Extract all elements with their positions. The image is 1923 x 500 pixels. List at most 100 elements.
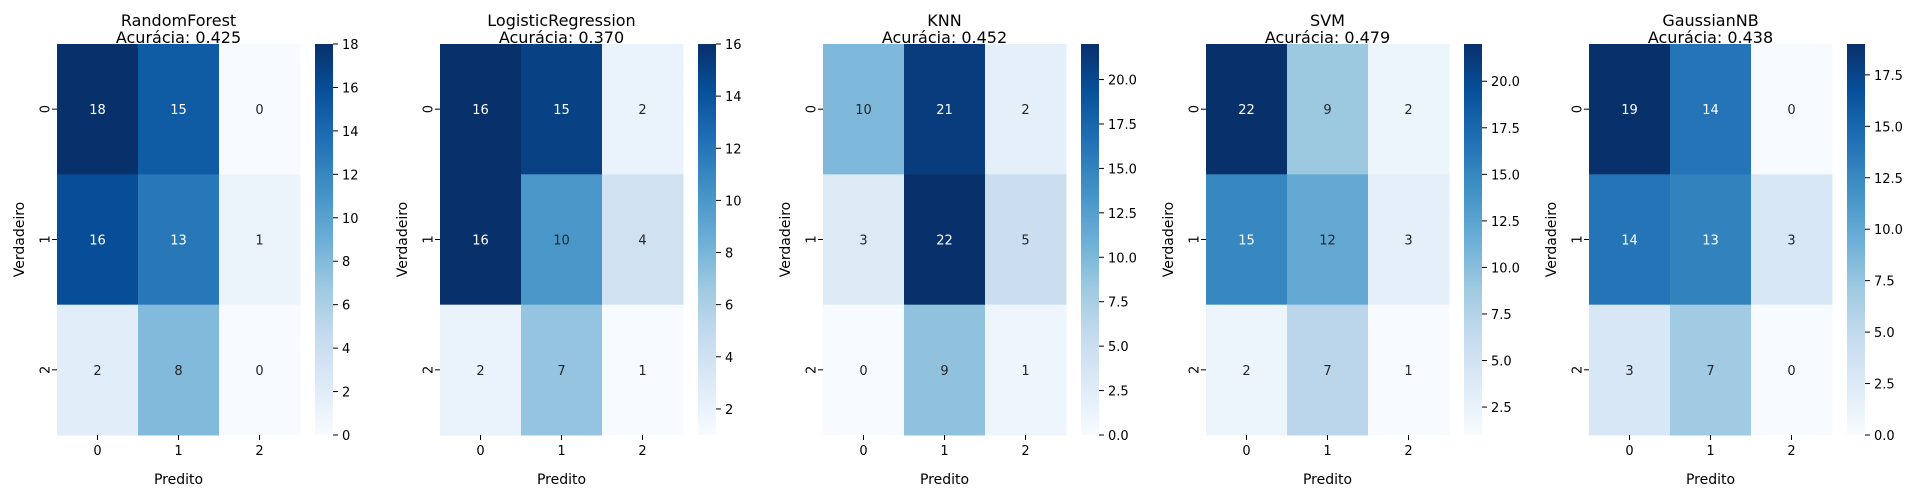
cell-value-label: 1 bbox=[638, 364, 646, 379]
cell-value-label: 1 bbox=[1021, 364, 1029, 379]
y-tick-label: 2 bbox=[805, 366, 820, 374]
heatmap-cell bbox=[57, 44, 139, 175]
colorbar-tick-label: 5.0 bbox=[1108, 340, 1129, 355]
heatmap-cell bbox=[823, 304, 905, 436]
colorbar-tick-label: 12.5 bbox=[1491, 215, 1520, 230]
x-tick-label: 1 bbox=[1323, 444, 1331, 459]
cell-value-label: 16 bbox=[472, 234, 489, 249]
x-tick-label: 1 bbox=[1706, 444, 1714, 459]
colorbar-tick-label: 10 bbox=[725, 194, 742, 209]
x-axis-label: Predito bbox=[537, 472, 586, 488]
heatmap-cell bbox=[1751, 44, 1833, 175]
cell-value-label: 22 bbox=[936, 234, 953, 249]
cell-value-label: 1 bbox=[255, 234, 263, 249]
x-tick-label: 0 bbox=[93, 444, 101, 459]
cell-value-label: 4 bbox=[638, 234, 646, 249]
heatmap-cell bbox=[138, 44, 220, 175]
heatmap-cell bbox=[904, 174, 986, 306]
cell-value-label: 9 bbox=[940, 364, 948, 379]
x-tick-label: 1 bbox=[940, 444, 948, 459]
heatmap-cell bbox=[1287, 174, 1369, 306]
panel-subtitle: Acurácia: 0.479 bbox=[1265, 28, 1390, 47]
panel-subtitle: Acurácia: 0.370 bbox=[499, 28, 624, 47]
y-tick-label: 1 bbox=[39, 235, 54, 243]
panel-subtitle: Acurácia: 0.438 bbox=[1648, 28, 1773, 47]
colorbar-tick-label: 10.0 bbox=[1108, 251, 1137, 266]
cell-value-label: 16 bbox=[89, 234, 106, 249]
y-axis-label: Verdadeiro bbox=[1544, 202, 1560, 277]
heatmap-cell bbox=[1287, 304, 1369, 436]
heatmap-cell bbox=[1368, 174, 1450, 306]
heatmap-cell bbox=[521, 174, 603, 306]
colorbar-tick-label: 5.0 bbox=[1491, 355, 1512, 370]
cell-value-label: 10 bbox=[553, 234, 570, 249]
cell-value-label: 7 bbox=[557, 364, 565, 379]
y-tick-label: 0 bbox=[39, 105, 54, 113]
colorbar bbox=[1081, 44, 1099, 435]
heatmap-cell bbox=[219, 304, 301, 436]
cell-value-label: 9 bbox=[1323, 103, 1331, 118]
colorbar-tick-label: 14 bbox=[342, 125, 359, 140]
cell-value-label: 2 bbox=[1404, 103, 1412, 118]
colorbar-tick-label: 12.5 bbox=[1874, 172, 1903, 187]
colorbar-tick-label: 15.0 bbox=[1874, 120, 1903, 135]
heatmap-cell bbox=[1589, 44, 1671, 175]
y-tick-label: 0 bbox=[1188, 105, 1203, 113]
y-tick-label: 2 bbox=[1188, 366, 1203, 374]
x-tick-label: 0 bbox=[1242, 444, 1250, 459]
y-tick-label: 1 bbox=[1571, 235, 1586, 243]
cell-value-label: 13 bbox=[170, 234, 187, 249]
heatmap-cell bbox=[602, 44, 684, 175]
cell-value-label: 2 bbox=[476, 364, 484, 379]
heatmap-cell bbox=[521, 304, 603, 436]
colorbar-tick-label: 17.5 bbox=[1108, 118, 1137, 133]
x-tick-label: 0 bbox=[859, 444, 867, 459]
cell-value-label: 16 bbox=[472, 103, 489, 118]
cell-value-label: 3 bbox=[1787, 234, 1795, 249]
cell-value-label: 10 bbox=[855, 103, 872, 118]
heatmap-cell bbox=[985, 174, 1067, 306]
y-tick-label: 1 bbox=[1188, 235, 1203, 243]
x-tick-label: 0 bbox=[1625, 444, 1633, 459]
heatmap-cell bbox=[440, 174, 522, 306]
x-axis-label: Predito bbox=[1686, 472, 1735, 488]
y-tick-label: 0 bbox=[805, 105, 820, 113]
colorbar-tick-label: 12 bbox=[725, 142, 742, 157]
colorbar-tick-label: 10.0 bbox=[1491, 261, 1520, 276]
colorbar-tick-label: 15.0 bbox=[1491, 168, 1520, 183]
cell-value-label: 1 bbox=[1404, 364, 1412, 379]
heatmap-cell bbox=[219, 174, 301, 306]
cell-value-label: 18 bbox=[89, 103, 106, 118]
y-tick-label: 2 bbox=[39, 366, 54, 374]
cell-value-label: 8 bbox=[174, 364, 182, 379]
colorbar-tick-label: 18 bbox=[342, 38, 359, 53]
heatmap-cell bbox=[985, 304, 1067, 436]
cell-value-label: 0 bbox=[1787, 103, 1795, 118]
colorbar-tick-label: 16 bbox=[725, 38, 742, 53]
y-tick-label: 0 bbox=[1571, 105, 1586, 113]
heatmap-cell bbox=[1589, 174, 1671, 306]
cell-value-label: 2 bbox=[1021, 103, 1029, 118]
colorbar-tick-label: 7.5 bbox=[1491, 308, 1512, 323]
x-tick-label: 0 bbox=[476, 444, 484, 459]
cell-value-label: 7 bbox=[1706, 364, 1714, 379]
colorbar-tick-label: 15.0 bbox=[1108, 162, 1137, 177]
cell-value-label: 13 bbox=[1702, 234, 1719, 249]
heatmap-cell bbox=[219, 44, 301, 175]
cell-value-label: 19 bbox=[1621, 103, 1638, 118]
colorbar-tick-label: 0.0 bbox=[1108, 429, 1129, 444]
heatmap-cell bbox=[57, 304, 139, 436]
heatmap-cell bbox=[138, 174, 220, 306]
heatmap-cell bbox=[1589, 304, 1671, 436]
panel-subtitle: Acurácia: 0.425 bbox=[116, 28, 241, 47]
cell-value-label: 2 bbox=[638, 103, 646, 118]
x-axis-label: Predito bbox=[920, 472, 969, 488]
panel-title: LogisticRegression bbox=[487, 11, 635, 30]
colorbar-tick-label: 0.0 bbox=[1874, 429, 1895, 444]
heatmap-cell bbox=[1368, 304, 1450, 436]
x-tick-label: 2 bbox=[1021, 444, 1029, 459]
colorbar bbox=[698, 44, 716, 435]
panel-subtitle: Acurácia: 0.452 bbox=[882, 28, 1007, 47]
